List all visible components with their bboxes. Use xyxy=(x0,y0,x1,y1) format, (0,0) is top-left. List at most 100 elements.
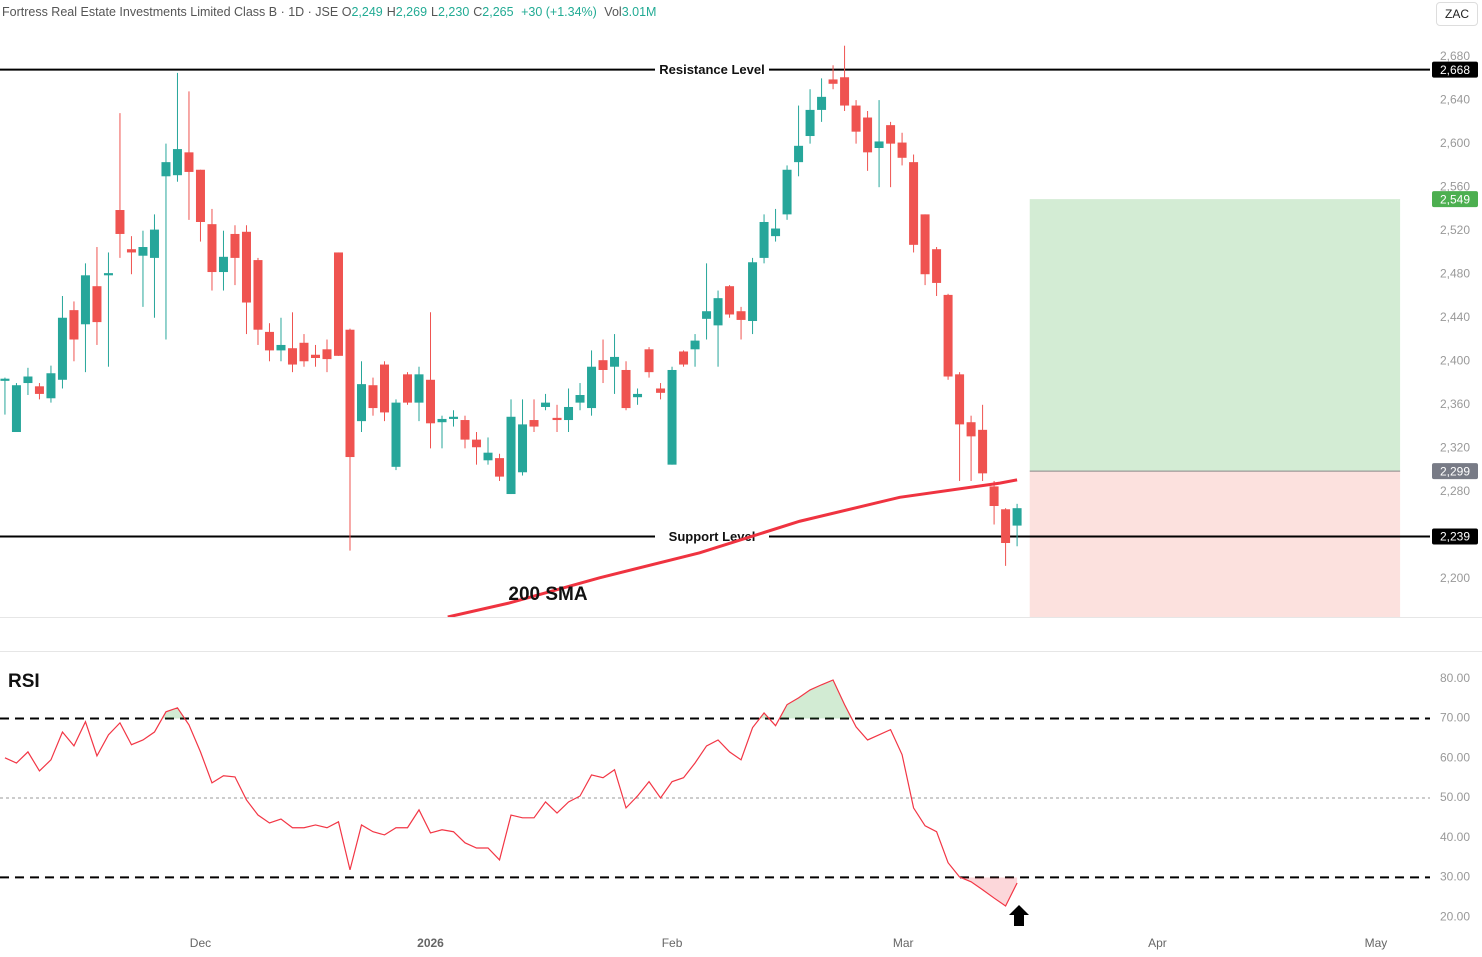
candle-body xyxy=(241,231,251,303)
candle-body xyxy=(483,452,493,461)
y-tick-label: 2,480 xyxy=(1440,266,1470,280)
level-price-tag-bg xyxy=(1432,528,1478,545)
candle-body xyxy=(1012,508,1022,526)
candle-body xyxy=(230,233,240,258)
level-price-tag: 2,239 xyxy=(1440,530,1470,544)
candle-body xyxy=(506,416,516,495)
target-price-tag: 2,549 xyxy=(1440,192,1470,206)
candle-body xyxy=(748,262,758,322)
ohlc: O2,249 H2,269 L2,230 C2,265 xyxy=(342,5,518,19)
candle-body xyxy=(11,385,21,433)
candle-body xyxy=(725,286,735,315)
candle-body xyxy=(495,458,505,477)
candle-body xyxy=(909,162,919,245)
candle-body xyxy=(69,310,79,340)
candle-body xyxy=(679,351,689,365)
rsi-tick-label: 60.00 xyxy=(1440,750,1470,764)
candle-body xyxy=(426,379,436,424)
candle-body xyxy=(92,286,102,323)
y-tick-label: 2,200 xyxy=(1440,571,1470,585)
candle-body xyxy=(218,256,228,273)
candle-body xyxy=(345,329,355,458)
candle-body xyxy=(564,406,574,421)
ohlc-label: L xyxy=(431,5,438,19)
candle-body xyxy=(368,385,378,409)
candle-body xyxy=(759,221,769,258)
candle-body xyxy=(322,349,332,360)
candle-body xyxy=(920,214,930,275)
candle-body xyxy=(472,439,482,448)
sma-label: 200 SMA xyxy=(508,584,587,605)
candle-body xyxy=(310,354,320,359)
ohlc-value: 2,249 xyxy=(351,5,383,19)
sma-line xyxy=(447,478,1018,617)
y-tick-label: 2,520 xyxy=(1440,223,1470,237)
level-price-tag-bg xyxy=(1432,61,1478,78)
level-label: Support Level xyxy=(669,529,756,544)
candle-body xyxy=(541,402,551,407)
candle-body xyxy=(851,105,861,132)
y-tick-label: 2,560 xyxy=(1440,179,1470,193)
candle-body xyxy=(587,366,597,409)
candle-body xyxy=(0,378,10,381)
candle-body xyxy=(736,311,746,320)
candle-body xyxy=(403,374,413,403)
candle-body xyxy=(264,331,274,351)
currency-button[interactable]: ZAC xyxy=(1436,2,1478,26)
x-tick-label: Mar xyxy=(893,936,914,950)
ohlc-value: 2,269 xyxy=(395,5,428,19)
x-tick-label: Dec xyxy=(190,936,211,950)
rsi-title: RSI xyxy=(8,671,40,692)
level-label: Resistance Level xyxy=(659,62,765,77)
oversold-fill xyxy=(4,877,1018,907)
candle-body xyxy=(57,317,67,380)
ohlc-value: 2,230 xyxy=(437,5,470,19)
candle-body xyxy=(932,249,942,283)
candle-body xyxy=(391,402,401,467)
volume-label: Vol xyxy=(604,5,622,19)
y-tick-label: 2,280 xyxy=(1440,484,1470,498)
y-tick-label: 2,320 xyxy=(1440,441,1470,455)
candle-body xyxy=(886,125,896,144)
candle-body xyxy=(276,344,286,351)
level-price-tag: 2,668 xyxy=(1440,63,1470,77)
y-tick-label: 2,400 xyxy=(1440,353,1470,367)
rsi-line xyxy=(4,679,1018,907)
x-tick-label: May xyxy=(1365,936,1388,950)
candle-body xyxy=(115,210,125,234)
overbought-fill xyxy=(4,679,1018,719)
target-zone xyxy=(1029,199,1401,472)
ohlc-label: C xyxy=(473,5,483,19)
target-price-tag-bg xyxy=(1432,191,1478,208)
level-label-bg xyxy=(655,60,769,79)
candle-body xyxy=(817,96,827,110)
candle-body xyxy=(621,369,631,409)
entry-price-tag: 2,299 xyxy=(1440,464,1470,478)
candle-body xyxy=(207,224,217,273)
candle-body xyxy=(195,169,205,222)
y-tick-label: 2,640 xyxy=(1440,92,1470,106)
candle-body xyxy=(437,418,447,423)
candle-body xyxy=(138,247,148,256)
candle-body xyxy=(184,152,194,172)
candle-body xyxy=(80,275,90,325)
candle-body xyxy=(874,141,884,148)
stop-zone xyxy=(1029,471,1401,617)
rsi-tick-label: 50.00 xyxy=(1440,790,1470,804)
candle-body xyxy=(828,79,838,84)
x-tick-label: Feb xyxy=(662,936,683,950)
candle-body xyxy=(1001,509,1011,544)
candle-body xyxy=(633,393,643,398)
candle-body xyxy=(702,311,712,319)
candle-body xyxy=(299,342,309,362)
symbol-title: Fortress Real Estate Investments Limited… xyxy=(2,5,339,19)
rsi-tick-label: 20.00 xyxy=(1440,909,1470,923)
candle-body xyxy=(610,356,620,367)
candle-body xyxy=(46,373,56,399)
candle-body xyxy=(518,424,528,473)
candle-body xyxy=(897,142,907,158)
candle-body xyxy=(23,376,33,384)
rsi-tick-label: 70.00 xyxy=(1440,711,1470,725)
